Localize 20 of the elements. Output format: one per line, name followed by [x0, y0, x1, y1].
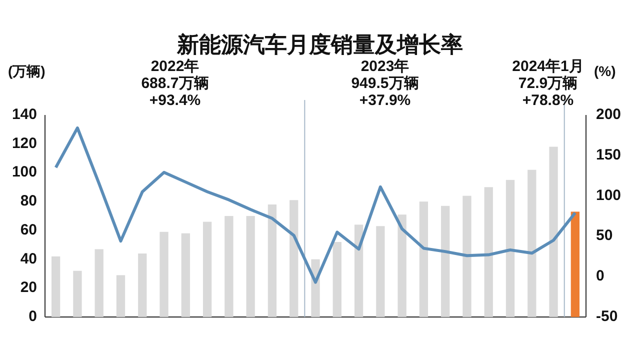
y2-tick-label: 200 [596, 106, 622, 123]
text: 2023年 949.5万辆 +37.9% [351, 58, 419, 109]
y-tick-label: 60 [20, 221, 37, 238]
y2-tick-label: 0 [596, 268, 604, 285]
y2-tick-label: 50 [596, 227, 613, 244]
y2-tick-label: -50 [596, 308, 618, 325]
y-tick-label: 40 [20, 250, 37, 268]
y-tick-label: 20 [20, 279, 37, 296]
y-tick-label: 140 [12, 106, 37, 123]
title: 新能源汽车月度销量及增长率 [177, 32, 463, 57]
text: 2024年1月 72.9万辆 +78.8% [512, 58, 584, 109]
y-tick-label: 80 [20, 192, 37, 210]
y-axis-title: (万辆) [8, 63, 46, 79]
y-tick-label: 100 [12, 164, 37, 181]
y-tick-label: 0 [28, 308, 37, 325]
text: 2022年 688.7万辆 +93.4% [141, 58, 209, 109]
y2-tick-label: 100 [596, 186, 622, 204]
y2-axis-title: (%) [594, 63, 616, 79]
y-tick-label: 120 [12, 134, 37, 152]
y2-tick-label: 150 [596, 146, 622, 164]
